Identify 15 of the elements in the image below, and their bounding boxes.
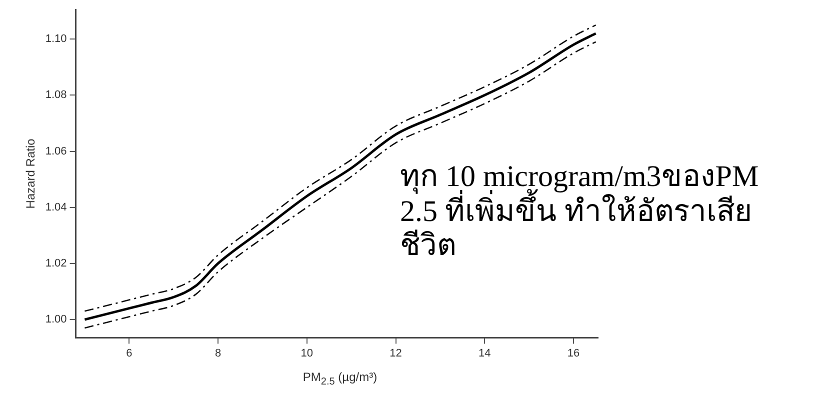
x-tick-label: 10 bbox=[300, 347, 314, 360]
x-tick-label: 12 bbox=[390, 347, 402, 360]
y-tick-label: 1.00 bbox=[45, 314, 67, 326]
x-axis-title: PM$_{2.5}$ (µg/m³) bbox=[302, 370, 378, 388]
x-tick-label: 14 bbox=[478, 347, 491, 360]
y-axis-title: Hazard Ratio bbox=[24, 138, 38, 209]
y-tick-label: 1.06 bbox=[45, 145, 67, 158]
y-tick-label: 1.08 bbox=[45, 89, 67, 102]
y-tick-label: 1.02 bbox=[45, 257, 67, 270]
x-tick-label: 16 bbox=[567, 347, 580, 360]
y-tick-label: 1.04 bbox=[45, 201, 67, 214]
x-tick-label: 6 bbox=[126, 347, 132, 360]
y-tick-label: 1.10 bbox=[45, 33, 67, 46]
x-tick-label: 8 bbox=[214, 347, 222, 360]
annotation: ทุก 10 microgram/m3ของPM 2.5 ที่เพิ่มขึ้น ทำให้อัตราเสียชีวิต bbox=[400, 160, 760, 264]
